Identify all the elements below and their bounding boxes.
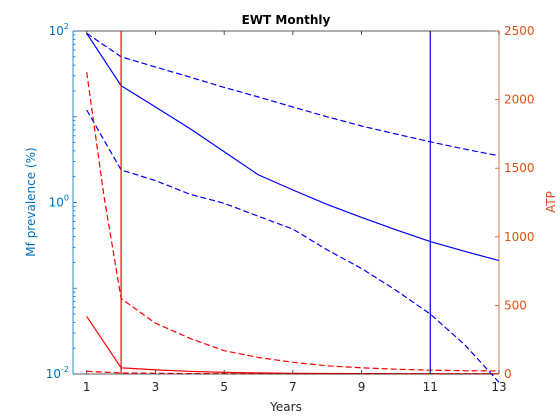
y-right-tick-label: 500 [504, 298, 527, 312]
y-right-tick-label: 1500 [504, 161, 535, 175]
tick-base: 10 [49, 24, 64, 38]
y-right-tick-label: 2000 [504, 93, 535, 107]
y-left-tick-label: 10-2 [46, 365, 69, 381]
y-right-tick-label: 2500 [504, 24, 535, 38]
series-line-3 [86, 109, 500, 383]
tick-base: 10 [49, 196, 64, 210]
reference-lines [120, 31, 431, 374]
tick-exponent: 0 [64, 194, 69, 203]
chart-title: EWT Monthly [242, 13, 331, 27]
tick-exponent: 2 [64, 22, 69, 31]
x-tick-label: 9 [358, 380, 366, 394]
tick-exponent: -2 [61, 365, 69, 374]
y-axis-left-label: Mf prevalence (%) [24, 147, 38, 256]
series-line-4 [86, 72, 500, 372]
axes-frame [72, 30, 500, 375]
y-left-tick-label: 102 [49, 22, 69, 38]
x-tick-label: 7 [289, 380, 297, 394]
series-line-2 [86, 32, 500, 157]
y-right-tick-label: 1000 [504, 230, 535, 244]
x-tick-label: 3 [152, 380, 160, 394]
y-axis-right: 0 500 1000 1500 2000 2500 [495, 24, 535, 381]
tick-base: 10 [46, 367, 61, 381]
series-line-5 [86, 316, 499, 375]
y-axis-right-label: ATP [544, 191, 558, 213]
series-line-1 [86, 32, 500, 262]
y-left-tick-label: 100 [49, 194, 69, 210]
x-tick-label: 5 [220, 380, 228, 394]
y-right-tick-label: 0 [504, 367, 512, 381]
plot-area [86, 32, 500, 383]
x-axis: 1 3 5 7 9 11 13 [83, 31, 507, 394]
x-tick-label: 13 [491, 380, 506, 394]
x-tick-label: 11 [423, 380, 438, 394]
x-tick-label: 1 [83, 380, 91, 394]
x-axis-label: Years [269, 400, 302, 414]
